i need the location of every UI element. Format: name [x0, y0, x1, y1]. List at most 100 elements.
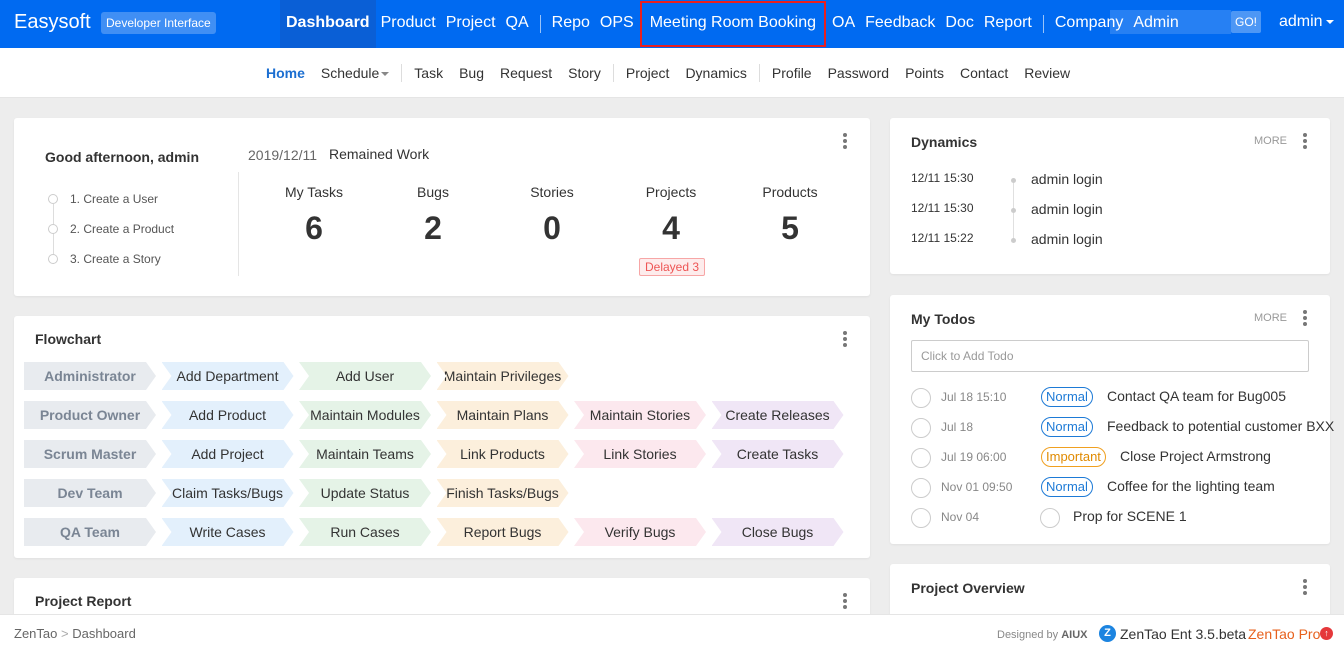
todo-checkbox[interactable] — [1040, 508, 1060, 528]
more-options-icon[interactable] — [1303, 579, 1307, 597]
nav-repo[interactable]: Repo — [551, 14, 590, 31]
flow-step[interactable]: Report Bugs — [437, 518, 569, 546]
flow-step[interactable]: Close Bugs — [712, 518, 844, 546]
nav-product[interactable]: Product — [380, 14, 436, 31]
steps-line — [53, 204, 54, 264]
todo-item[interactable]: Nov 01 09:50 Normal Coffee for the light… — [911, 473, 1331, 503]
nav-project[interactable]: Project — [445, 14, 496, 31]
subnav-schedule[interactable]: Schedule — [313, 65, 397, 81]
more-options-icon[interactable] — [1303, 310, 1307, 328]
nav-admin[interactable]: Admin — [1133, 14, 1179, 31]
step-item[interactable]: 1. Create a User — [46, 184, 174, 214]
stat-my-tasks[interactable]: My Tasks 6 — [259, 184, 369, 247]
dynamic-item[interactable]: 12/11 15:30 admin login — [911, 195, 1311, 225]
nav-qa[interactable]: QA — [505, 14, 529, 31]
nav-feedback[interactable]: Feedback — [865, 14, 936, 31]
flow-step[interactable]: Add Project — [162, 440, 294, 468]
nav-dashboard[interactable]: Dashboard — [280, 0, 376, 48]
todo-text[interactable]: Prop for SCENE 1 — [1073, 508, 1187, 524]
flow-step[interactable]: Add Department — [162, 362, 294, 390]
more-options-icon[interactable] — [843, 133, 847, 151]
stat-stories[interactable]: Stories 0 — [497, 184, 607, 247]
stat-products[interactable]: Products 5 — [735, 184, 845, 247]
todo-item[interactable]: Jul 18 15:10 Normal Contact QA team for … — [911, 383, 1331, 413]
dynamic-item[interactable]: 12/11 15:30 admin login — [911, 165, 1311, 195]
todo-checkbox[interactable] — [911, 418, 931, 438]
subnav-home[interactable]: Home — [266, 65, 305, 81]
todo-text[interactable]: Close Project Armstrong — [1120, 448, 1271, 464]
more-options-icon[interactable] — [843, 331, 847, 349]
todo-item[interactable]: Jul 18 Normal Feedback to potential cust… — [911, 413, 1335, 443]
flow-step[interactable]: Maintain Stories — [574, 401, 706, 429]
flow-step[interactable]: Finish Tasks/Bugs — [437, 479, 569, 507]
flow-step[interactable]: Add Product — [162, 401, 294, 429]
flow-step[interactable]: Add User — [299, 362, 431, 390]
stat-value: 2 — [424, 210, 442, 246]
step-item[interactable]: 2. Create a Product — [46, 214, 174, 244]
upgrade-arrow-icon[interactable]: ↑ — [1320, 627, 1333, 640]
flow-step[interactable]: Maintain Modules — [299, 401, 431, 429]
add-todo-input[interactable]: Click to Add Todo — [911, 340, 1309, 372]
flow-step[interactable]: Write Cases — [162, 518, 294, 546]
subnav-task[interactable]: Task — [414, 65, 444, 81]
nav-oa[interactable]: OA — [832, 14, 856, 31]
search-input[interactable] — [1110, 10, 1231, 34]
flow-step[interactable]: Create Tasks — [712, 440, 844, 468]
subnav-password[interactable]: Password — [827, 65, 890, 81]
delayed-badge[interactable]: Delayed 3 — [639, 258, 706, 276]
nav-company[interactable]: Company — [1054, 14, 1124, 31]
todo-checkbox[interactable] — [911, 448, 931, 468]
stat-projects[interactable]: Projects 4 — [616, 184, 726, 247]
subnav-story[interactable]: Story — [568, 65, 601, 81]
todo-checkbox[interactable] — [911, 388, 931, 408]
todo-item[interactable]: Jul 19 06:00 Important Close Project Arm… — [911, 443, 1331, 473]
flow-step[interactable]: Link Stories — [574, 440, 706, 468]
breadcrumb-current[interactable]: Dashboard — [72, 626, 136, 641]
search-go-button[interactable]: GO! — [1231, 11, 1261, 33]
user-menu[interactable]: admin — [1279, 13, 1334, 31]
dynamics-more-link[interactable]: MORE — [1254, 135, 1287, 147]
designer-name[interactable]: AIUX — [1061, 629, 1088, 641]
nav-ops[interactable]: OPS — [599, 14, 634, 31]
flow-step[interactable]: Verify Bugs — [574, 518, 706, 546]
more-options-icon[interactable] — [1303, 133, 1307, 151]
zentao-pro-link[interactable]: ZenTao Pro — [1248, 626, 1321, 642]
step-item[interactable]: 3. Create a Story — [46, 244, 174, 274]
edition-link[interactable]: ZenTao Ent 3.5.beta — [1120, 626, 1247, 642]
subnav-dynamics[interactable]: Dynamics — [685, 65, 747, 81]
nav-meeting-room-booking[interactable]: Meeting Room Booking — [639, 0, 827, 48]
subnav-project[interactable]: Project — [625, 65, 670, 81]
flow-step[interactable]: Update Status — [299, 479, 431, 507]
flow-step[interactable]: Maintain Privileges — [437, 362, 569, 390]
subnav-contact[interactable]: Contact — [959, 65, 1009, 81]
flow-step[interactable]: Maintain Teams — [299, 440, 431, 468]
nav-report[interactable]: Report — [983, 14, 1032, 31]
flow-step[interactable]: Run Cases — [299, 518, 431, 546]
subnav-profile[interactable]: Profile — [771, 65, 812, 81]
todo-item[interactable]: Nov 04 Prop for SCENE 1 — [911, 503, 1331, 533]
todo-text[interactable]: Coffee for the lighting team — [1107, 478, 1275, 494]
todo-date: Jul 19 06:00 — [941, 450, 1007, 464]
todo-text[interactable]: Feedback to potential customer BXX — [1107, 418, 1335, 434]
subnav-request[interactable]: Request — [500, 65, 553, 81]
subnav-review[interactable]: Review — [1024, 65, 1071, 81]
developer-interface-badge[interactable]: Developer Interface — [101, 12, 216, 34]
todo-text[interactable]: Contact QA team for Bug005 — [1107, 388, 1286, 404]
todo-checkbox[interactable] — [911, 478, 931, 498]
footer: ZenTao > Dashboard Designed by AIUX Z Ze… — [0, 614, 1344, 646]
brand-logo[interactable]: Easysoft — [14, 11, 91, 33]
flow-step[interactable]: Maintain Plans — [437, 401, 569, 429]
more-options-icon[interactable] — [843, 593, 847, 611]
flow-step[interactable]: Create Releases — [712, 401, 844, 429]
todo-checkbox[interactable] — [911, 508, 931, 528]
dynamic-time: 12/11 15:30 — [911, 201, 974, 215]
subnav-points[interactable]: Points — [905, 65, 944, 81]
dynamic-item[interactable]: 12/11 15:22 admin login — [911, 225, 1311, 255]
subnav-bug[interactable]: Bug — [459, 65, 485, 81]
todos-more-link[interactable]: MORE — [1254, 312, 1287, 324]
breadcrumb-root[interactable]: ZenTao — [14, 626, 58, 641]
flow-step[interactable]: Claim Tasks/Bugs — [162, 479, 294, 507]
stat-bugs[interactable]: Bugs 2 — [378, 184, 488, 247]
flow-step[interactable]: Link Products — [437, 440, 569, 468]
nav-doc[interactable]: Doc — [945, 14, 974, 31]
